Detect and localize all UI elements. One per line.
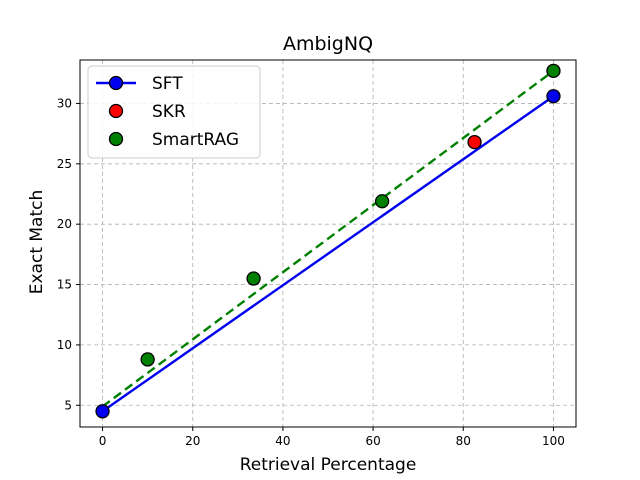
smartrag-point [246, 271, 261, 286]
x-tick-label: 100 [542, 434, 565, 448]
smartrag-point [374, 194, 390, 209]
plot-series [95, 63, 561, 419]
plot-frame [79, 59, 577, 428]
x-tick-label: 60 [365, 434, 380, 448]
x-axis-label: Retrieval Percentage [240, 455, 417, 475]
legend-smartrag-label: SmartRAG [152, 130, 239, 150]
legend-skr-label: SKR [152, 102, 186, 122]
x-tick-label: 80 [456, 434, 471, 448]
chart-title: AmbigNQ [283, 33, 373, 55]
y-tick-label: 10 [57, 338, 72, 352]
y-tick-label: 25 [57, 157, 72, 171]
sft-line [101, 95, 555, 413]
y-tick-label: 15 [57, 278, 72, 292]
smartrag-point [140, 352, 155, 367]
y-tick-label: 20 [57, 217, 72, 231]
legend-box [87, 65, 261, 159]
x-tick-label: 0 [99, 434, 107, 448]
sft-point [546, 89, 561, 104]
x-tick-label: 40 [275, 434, 290, 448]
smartrag-trend-line [101, 69, 555, 408]
y-tick-label: 5 [64, 398, 72, 412]
sft-point [95, 404, 110, 419]
legend-sft-label: SFT [152, 74, 183, 94]
x-tick-label: 20 [185, 434, 200, 448]
legend: SFT SKR SmartRAG [87, 65, 261, 159]
y-axis-label: Exact Match [27, 190, 47, 295]
legend-skr-marker [108, 103, 124, 119]
legend-smartrag-marker [108, 131, 124, 147]
grid [80, 60, 576, 427]
legend-sft-marker [108, 75, 124, 91]
y-tick-label: 30 [57, 96, 72, 110]
skr-point [467, 134, 482, 150]
axis-ticks: 0 20 40 60 80 100 5 10 15 20 25 30 [57, 96, 565, 448]
smartrag-point [546, 63, 561, 79]
